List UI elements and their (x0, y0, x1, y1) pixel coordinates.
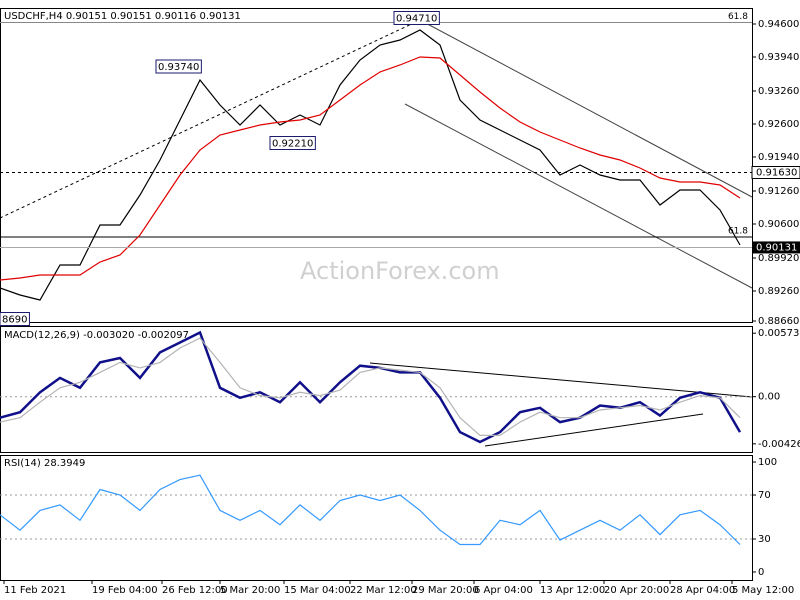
y-tick-label: 0.90600 (758, 219, 799, 230)
annotation-label: 0.94710 (396, 14, 437, 25)
last-price-label: 0.90131 (756, 242, 797, 253)
x-tick-label: 22 Mar 12:00 (350, 585, 417, 596)
y-tick-label: -0.004261 (758, 439, 800, 450)
x-tick-label: 28 Apr 04:00 (670, 585, 735, 596)
y-tick-label: 0.92600 (758, 119, 799, 130)
x-tick-label: 29 Mar 20:00 (412, 585, 479, 596)
channel-line (419, 19, 753, 198)
annotation-label: 0.93740 (158, 62, 199, 73)
annotation-label: 8690 (2, 315, 27, 326)
price-label: 0.91630 (756, 168, 797, 179)
x-tick-label: 20 Apr 20:00 (604, 585, 669, 596)
macd-trend-line (484, 413, 704, 447)
x-tick-label: 19 Feb 04:00 (92, 585, 158, 596)
x-tick-label: 6 Apr 04:00 (474, 585, 533, 596)
watermark: ActionForex.com (300, 257, 500, 285)
y-tick-label: 70 (758, 490, 771, 501)
series-line (0, 29, 741, 301)
y-tick-label: 0.89920 (758, 253, 799, 264)
y-tick-label: 0.89260 (758, 286, 799, 297)
annotation-box (0, 312, 30, 326)
x-tick-label: 26 Feb 12:00 (162, 585, 228, 596)
series-line (0, 337, 741, 436)
annotation-box (269, 136, 316, 150)
series-line (0, 330, 742, 444)
x-tick-label: 11 Feb 2021 (4, 585, 66, 596)
series-line (0, 56, 741, 281)
annotation-box (393, 11, 440, 25)
fib-label: 61.8 (728, 227, 748, 237)
price-label-box (751, 166, 800, 179)
y-tick-label: 0.88660 (758, 316, 799, 327)
y-tick-label: 0.00 (758, 392, 780, 403)
fib-label: 61.8 (728, 12, 748, 22)
x-tick-label: 5 Mar 20:00 (220, 585, 280, 596)
panel-title: MACD(12,26,9) -0.003020 -0.002097 (4, 330, 189, 341)
y-tick-label: 100 (758, 457, 777, 468)
y-tick-label: 0 (758, 567, 764, 578)
y-tick-label: 0.93940 (758, 52, 799, 63)
rsi-panel (0, 455, 753, 581)
y-tick-label: 0.91260 (758, 186, 799, 197)
price-label-box (752, 241, 800, 254)
x-tick-label: 15 Mar 04:00 (284, 585, 351, 596)
annotation-label: 0.92210 (272, 139, 313, 150)
y-tick-label: 0.93260 (758, 86, 799, 97)
series-line (0, 474, 741, 546)
trend-line (0, 19, 421, 219)
y-tick-label: 30 (758, 534, 771, 545)
x-tick-label: 13 Apr 12:00 (540, 585, 605, 596)
y-tick-label: 0.005739 (758, 328, 800, 339)
macd-panel (0, 326, 753, 453)
x-tick-label: 5 May 12:00 (732, 585, 794, 596)
panel-title: RSI(14) 28.3949 (4, 458, 85, 469)
y-tick-label: 0.94600 (758, 19, 799, 30)
macd-trend-line (369, 362, 753, 398)
panel-title: USDCHF,H4 0.90151 0.90151 0.90116 0.9013… (4, 11, 241, 22)
annotation-box (155, 59, 202, 74)
y-tick-label: 0.91940 (758, 152, 799, 163)
price-panel (0, 8, 753, 323)
channel-line (404, 103, 753, 289)
